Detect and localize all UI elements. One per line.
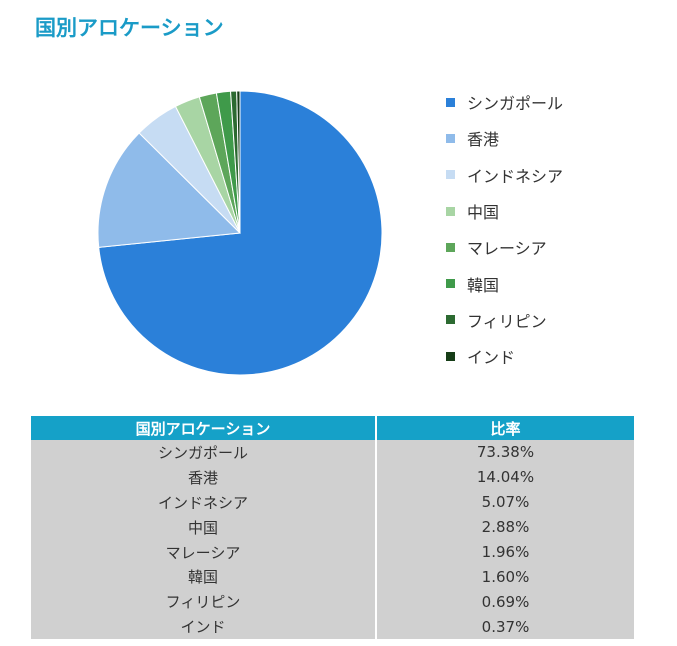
legend-item: インド xyxy=(446,338,563,374)
legend-label: 香港 xyxy=(467,130,500,150)
table-cell-ratio: 2.88% xyxy=(376,514,634,540)
pie-slice xyxy=(236,90,241,234)
table-cell-country: インドネシア xyxy=(31,489,377,515)
page-title: 国別アロケーション xyxy=(35,16,224,40)
legend-swatch xyxy=(446,97,455,107)
legend-label: マレーシア xyxy=(467,239,547,259)
table-cell-country: 香港 xyxy=(31,464,377,490)
legend-swatch xyxy=(446,351,455,361)
table-cell-ratio: 1.96% xyxy=(376,539,634,565)
legend-item: インドネシア xyxy=(446,157,563,193)
chart-legend: シンガポール 香港 インドネシア 中国 マレーシア 韓国 フィリピン インド xyxy=(446,84,563,374)
table-header-ratio: 比率 xyxy=(376,416,634,440)
legend-label: インドネシア xyxy=(467,166,564,186)
table-cell-country: インド xyxy=(31,614,377,640)
table-cell-ratio: 5.07% xyxy=(376,489,634,515)
table-cell-ratio: 0.69% xyxy=(376,589,634,615)
legend-swatch xyxy=(446,206,455,216)
legend-item: マレーシア xyxy=(446,229,563,265)
table-cell-ratio: 73.38% xyxy=(376,440,634,465)
pie-slice xyxy=(97,132,242,248)
legend-label: 韓国 xyxy=(467,275,500,295)
table-cell-country: 韓国 xyxy=(31,564,377,590)
table-cell-country: フィリピン xyxy=(31,589,377,615)
table-row: 香港 14.04% xyxy=(31,464,634,490)
legend-label: 中国 xyxy=(467,203,500,223)
table-row: インド 0.37% xyxy=(31,614,634,640)
table-row: シンガポール 73.38% xyxy=(31,440,634,465)
legend-item: シンガポール xyxy=(446,84,563,120)
table-cell-ratio: 0.37% xyxy=(376,614,634,640)
table-row: 中国 2.88% xyxy=(31,514,634,540)
legend-label: フィリピン xyxy=(467,311,547,331)
table-row: インドネシア 5.07% xyxy=(31,489,634,515)
legend-item: 香港 xyxy=(446,120,563,156)
pie-slices xyxy=(97,90,383,376)
table-cell-ratio: 1.60% xyxy=(376,564,634,590)
table-cell-country: シンガポール xyxy=(31,440,377,465)
table-cell-country: 中国 xyxy=(31,514,377,540)
legend-swatch xyxy=(446,315,455,325)
legend-label: インド xyxy=(467,348,516,368)
legend-swatch xyxy=(446,133,455,143)
table-header-row: 国別アロケーション 比率 xyxy=(31,416,634,440)
table-row: マレーシア 1.96% xyxy=(31,539,634,565)
legend-item: 韓国 xyxy=(446,265,563,301)
legend-item: 中国 xyxy=(446,193,563,229)
table-row: 韓国 1.60% xyxy=(31,564,634,590)
table-header-country: 国別アロケーション xyxy=(31,416,377,440)
legend-swatch xyxy=(446,170,455,180)
pie-chart xyxy=(97,90,383,376)
legend-swatch xyxy=(446,279,455,289)
table-cell-ratio: 14.04% xyxy=(376,464,634,490)
allocation-table: 国別アロケーション 比率 シンガポール 73.38% 香港 14.04% インド… xyxy=(31,416,634,640)
legend-label: シンガポール xyxy=(467,94,564,114)
legend-item: フィリピン xyxy=(446,302,563,338)
table-cell-country: マレーシア xyxy=(31,539,377,565)
legend-swatch xyxy=(446,242,455,252)
table-row: フィリピン 0.69% xyxy=(31,589,634,615)
